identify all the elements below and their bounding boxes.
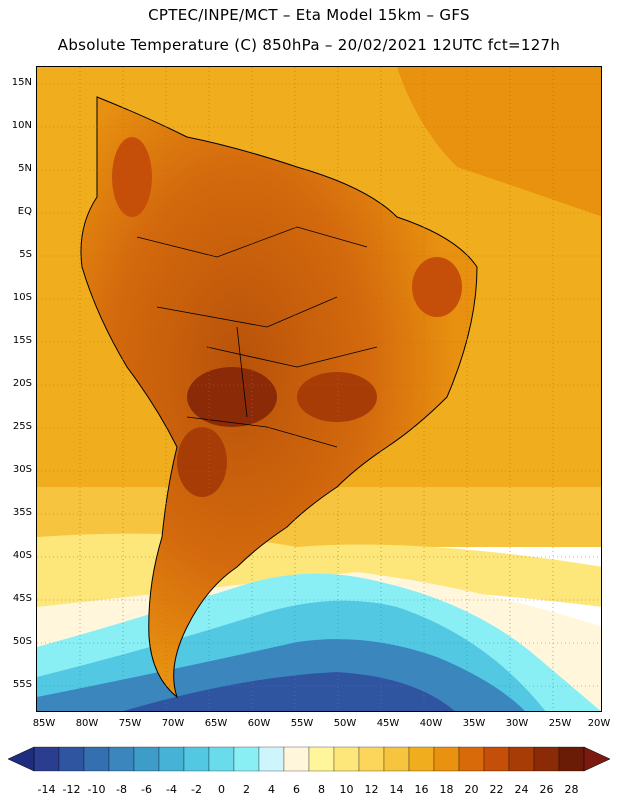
colorbar-tick-label: -4 (166, 783, 177, 796)
hot-core-andes-north (112, 137, 152, 217)
chart-title-line2: Absolute Temperature (C) 850hPa – 20/02/… (57, 36, 561, 54)
lon-label-85w: 85W (32, 718, 56, 729)
colorbar-cell (283, 746, 310, 772)
band-coldest-south (123, 672, 455, 711)
hot-core-northeast (412, 257, 462, 317)
colorbar-cell (333, 746, 360, 772)
colorbar-cell (383, 746, 410, 772)
colorbar-cell (308, 746, 335, 772)
lat-label-35s: 35S (12, 507, 32, 518)
lon-label-60w: 60W (247, 718, 271, 729)
south-america-land (80, 96, 478, 699)
colorbar-tick-label: 26 (539, 783, 554, 796)
colorbar-tick-label: 28 (564, 783, 579, 796)
border-lines (136, 226, 378, 448)
colorbar-tick-label: 12 (364, 783, 379, 796)
lon-label-70w: 70W (161, 718, 185, 729)
colorbar-tick-label: 10 (339, 783, 354, 796)
colorbar-tick-label: -6 (141, 783, 152, 796)
colorbar-cell (483, 746, 510, 772)
lon-label-75w: 75W (118, 718, 142, 729)
colorbar-tick-label: 4 (268, 783, 275, 796)
lon-label-40w: 40W (419, 718, 443, 729)
hot-core-chaco (177, 427, 227, 497)
lat-label-15s: 15S (12, 335, 32, 346)
colorbar-cell (408, 746, 435, 772)
lon-label-20w: 20W (587, 718, 611, 729)
lat-label-10n: 10N (11, 120, 32, 131)
chart-title-line1: CPTEC/INPE/MCT – Eta Model 15km – GFS (148, 6, 470, 24)
lon-label-25w: 25W (548, 718, 572, 729)
colorbar-cell (558, 746, 585, 772)
colorbar-tick-label: 24 (514, 783, 529, 796)
colorbar-cell (258, 746, 285, 772)
colorbar-cell (33, 746, 60, 772)
colorbar-tick-label: 14 (389, 783, 404, 796)
colorbar-tick-label: 20 (464, 783, 479, 796)
colorbar-cell (358, 746, 385, 772)
lat-label-40s: 40S (12, 550, 32, 561)
temperature-map (36, 66, 602, 712)
colorbar-cell (233, 746, 260, 772)
lat-label-5s: 5S (19, 249, 32, 260)
colorbar-cell (108, 746, 135, 772)
colorbar-cell (183, 746, 210, 772)
colorbar (7, 746, 611, 772)
map-canvas (37, 67, 601, 711)
colorbar-tick-label: -12 (62, 783, 81, 796)
colorbar-cell (208, 746, 235, 772)
colorbar-tick-label: 16 (414, 783, 429, 796)
lat-label-20s: 20S (12, 378, 32, 389)
colorbar-cell (508, 746, 535, 772)
colorbar-cell (58, 746, 85, 772)
lon-label-55w: 55W (290, 718, 314, 729)
lon-label-80w: 80W (75, 718, 99, 729)
colorbar-tick-label: -14 (37, 783, 56, 796)
lat-label-5n: 5N (18, 163, 32, 174)
colorbar-cell (533, 746, 560, 772)
colorbar-cell (458, 746, 485, 772)
lat-label-45s: 45S (12, 593, 32, 604)
hot-core-southeast (297, 372, 377, 422)
colorbar-tick-label: 2 (243, 783, 250, 796)
colorbar-tick-label: 18 (439, 783, 454, 796)
colorbar-tick-label: 6 (293, 783, 300, 796)
lat-label-eq: EQ (17, 206, 32, 217)
colorbar-tick-label: 8 (318, 783, 325, 796)
colorbar-cell (83, 746, 110, 772)
colorbar-tick-label: 0 (218, 783, 225, 796)
lat-label-10s: 10S (12, 292, 32, 303)
atlantic-warm-patch (397, 67, 601, 217)
lon-label-35w: 35W (462, 718, 486, 729)
colorbar-cell (158, 746, 185, 772)
colorbar-tick-label: -8 (116, 783, 127, 796)
lon-label-50w: 50W (333, 718, 357, 729)
hot-core-central (187, 367, 277, 427)
lon-label-45w: 45W (376, 718, 400, 729)
colorbar-arrow-low (7, 746, 35, 772)
colorbar-tick-label: -10 (87, 783, 106, 796)
lat-label-25s: 25S (12, 421, 32, 432)
lat-label-50s: 50S (12, 636, 32, 647)
lat-label-15n: 15N (11, 77, 32, 88)
colorbar-cell (433, 746, 460, 772)
colorbar-arrow-high (583, 746, 611, 772)
colorbar-tick-label: -2 (191, 783, 202, 796)
colorbar-cell (133, 746, 160, 772)
lat-label-30s: 30S (12, 464, 32, 475)
lat-label-55s: 55S (12, 679, 32, 690)
colorbar-tick-label: 22 (489, 783, 504, 796)
lon-label-65w: 65W (204, 718, 228, 729)
lon-label-30w: 30W (505, 718, 529, 729)
